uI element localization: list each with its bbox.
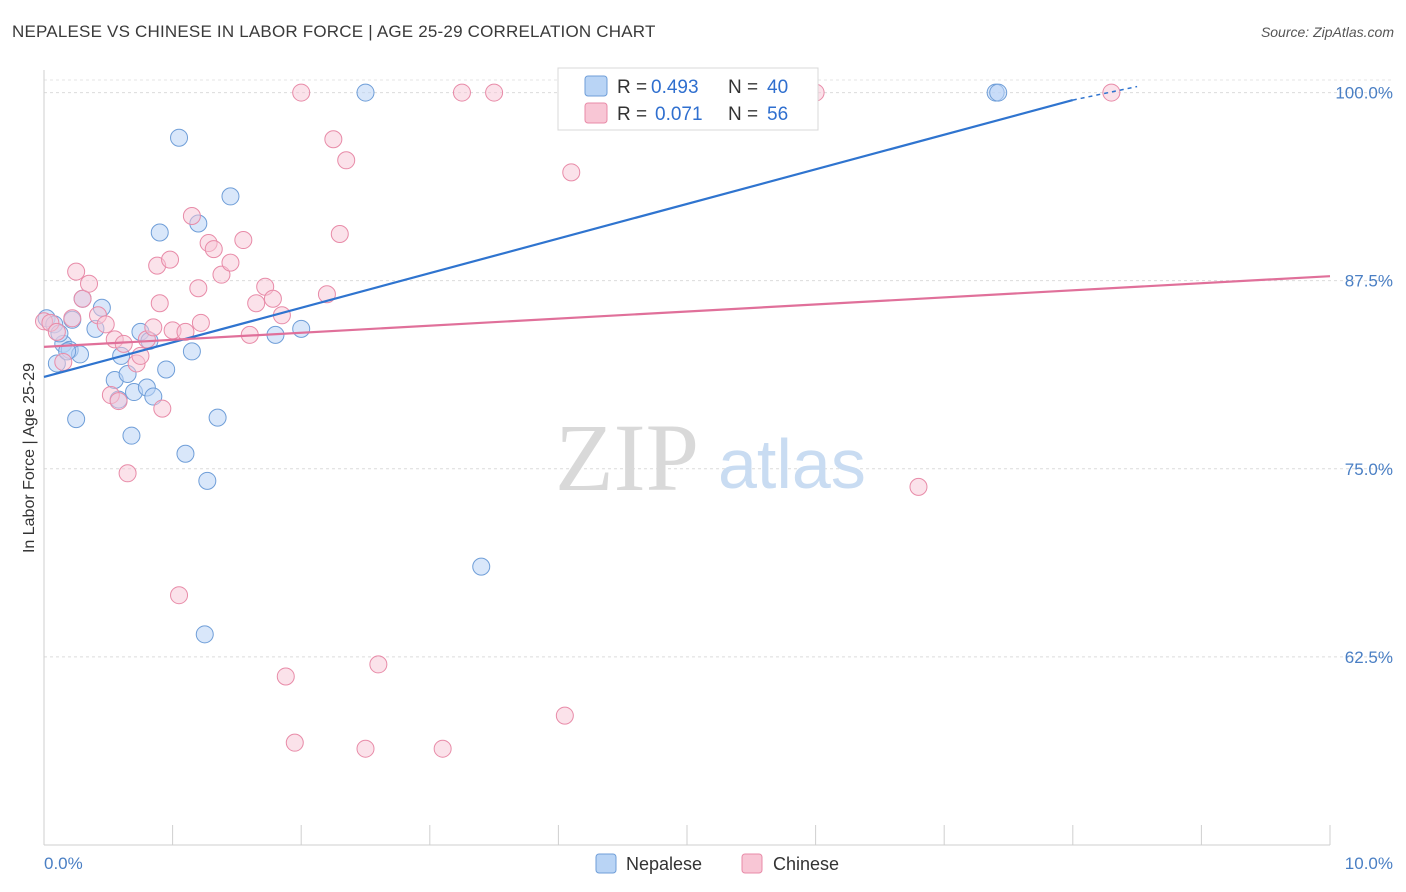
- nepalese-point: [122, 426, 141, 445]
- chinese-point: [337, 151, 356, 170]
- source-credit: Source: ZipAtlas.com: [1260, 24, 1394, 40]
- nepalese-point: [170, 128, 189, 147]
- chinese-point: [73, 289, 92, 308]
- chinese-point: [324, 130, 343, 149]
- chinese-n-value: 56: [767, 104, 788, 125]
- chinese-point: [485, 83, 504, 102]
- nepalese-point: [198, 471, 217, 490]
- chinese-point: [67, 262, 86, 281]
- chinese-point: [247, 294, 266, 313]
- stats-legend: R = 0.493 N = 40 R = 0.071 N = 56: [557, 67, 819, 131]
- y-tick-label: 75.0%: [1345, 460, 1393, 479]
- nepalese-point: [208, 408, 227, 427]
- nepalese-trend-extension: [1072, 85, 1138, 101]
- nepalese-point: [144, 387, 163, 406]
- chinese-swatch: [584, 102, 608, 124]
- chinese-point: [150, 294, 169, 313]
- chinese-point: [118, 464, 137, 483]
- chinese-point: [356, 739, 375, 758]
- chinese-point: [285, 733, 304, 752]
- chinese-point: [54, 352, 73, 371]
- chinese-point: [144, 318, 163, 337]
- y-tick-label: 87.5%: [1345, 272, 1393, 291]
- y-tick-label: 62.5%: [1345, 648, 1393, 667]
- chinese-point: [452, 83, 471, 102]
- chinese-r-label: R =: [617, 104, 647, 125]
- chinese-point: [182, 206, 201, 225]
- chinese-point: [47, 322, 66, 341]
- nepalese-n-label: N =: [728, 77, 758, 98]
- chinese-point: [153, 399, 172, 418]
- nepalese-point: [292, 319, 311, 338]
- legend-chinese-label: Chinese: [773, 854, 839, 874]
- nepalese-point: [989, 83, 1008, 102]
- chinese-point: [189, 279, 208, 298]
- chinese-point: [204, 240, 223, 259]
- nepalese-point: [157, 360, 176, 379]
- x-tick-label-max: 10.0%: [1345, 854, 1393, 873]
- nepalese-points: [37, 83, 1008, 644]
- chinese-point: [221, 253, 240, 272]
- chinese-point: [555, 706, 574, 725]
- trend-lines: [43, 85, 1331, 379]
- chinese-point: [263, 289, 282, 308]
- chinese-point: [562, 163, 581, 182]
- legend-nepalese-label: Nepalese: [626, 854, 702, 874]
- x-ticks: [43, 825, 1331, 845]
- nepalese-point: [356, 83, 375, 102]
- chinese-point: [109, 392, 128, 411]
- chart-title: NEPALESE VS CHINESE IN LABOR FORCE | AGE…: [12, 22, 656, 41]
- chinese-point: [176, 322, 195, 341]
- y-tick-label: 100.0%: [1335, 84, 1393, 103]
- nepalese-point: [67, 410, 86, 429]
- chinese-point: [96, 315, 115, 334]
- nepalese-r-value: 0.493: [651, 77, 699, 98]
- chinese-point: [234, 231, 253, 250]
- y-tick-labels: 62.5% 75.0% 87.5% 100.0%: [1335, 84, 1393, 667]
- legend-nepalese-swatch: [595, 853, 617, 874]
- nepalese-trend-line: [43, 99, 1074, 379]
- chinese-r-value: 0.071: [655, 104, 703, 125]
- nepalese-point: [182, 342, 201, 361]
- chinese-point: [170, 586, 189, 605]
- nepalese-swatch: [584, 75, 608, 97]
- nepalese-point: [176, 444, 195, 463]
- chinese-n-label: N =: [728, 104, 758, 125]
- chinese-point: [317, 285, 336, 304]
- chinese-point: [191, 313, 210, 332]
- watermark: ZIP atlas: [555, 404, 866, 511]
- gridlines: [44, 79, 1393, 658]
- chinese-point: [276, 667, 295, 686]
- watermark-zip: ZIP: [555, 404, 699, 511]
- chinese-point: [1102, 83, 1121, 102]
- legend-chinese-swatch: [741, 853, 763, 874]
- chinese-point: [80, 274, 99, 293]
- chinese-point: [909, 477, 928, 496]
- chinese-trend-line: [43, 275, 1331, 348]
- nepalese-point: [221, 187, 240, 206]
- y-axis-label: In Labor Force | Age 25-29: [21, 363, 38, 553]
- watermark-atlas: atlas: [718, 425, 866, 503]
- x-tick-label-min: 0.0%: [44, 854, 83, 873]
- chinese-point: [433, 739, 452, 758]
- chinese-point: [330, 225, 349, 244]
- chinese-point: [63, 309, 82, 328]
- nepalese-point: [472, 557, 491, 576]
- chinese-point: [369, 655, 388, 674]
- chinese-points: [35, 83, 1121, 758]
- chinese-point: [212, 265, 231, 284]
- bottom-legend: Nepalese Chinese: [595, 853, 839, 874]
- nepalese-r-label: R =: [617, 77, 647, 98]
- chinese-point: [292, 83, 311, 102]
- nepalese-point: [150, 223, 169, 242]
- nepalese-point: [195, 625, 214, 644]
- chinese-point: [161, 250, 180, 269]
- nepalese-n-value: 40: [767, 77, 788, 98]
